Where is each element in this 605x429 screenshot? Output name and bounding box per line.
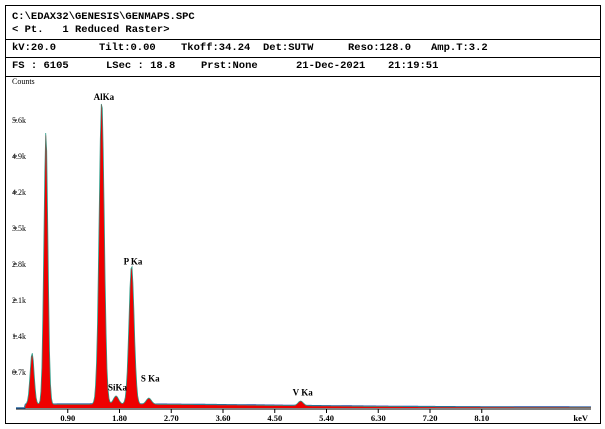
y-axis: Counts 0.7k 1.4k 2.1k 2.8k 3.5k 4.2k 4.9k 5.6k xyxy=(12,77,35,377)
y-axis-label: Counts xyxy=(12,77,35,86)
amp-time-value: Amp.T:3.2 xyxy=(431,42,488,54)
x-tick-label: 4.50 xyxy=(267,413,282,423)
y-tick-label: 1.4k xyxy=(12,332,26,341)
title-bar: C:\EDAX32\GENESIS\GENMAPS.SPC < Pt. 1 Re… xyxy=(6,6,600,40)
x-tick-label: 0.90 xyxy=(60,413,75,423)
peak-labels: AlKa P Ka SiKa S Ka V Ka xyxy=(94,92,314,398)
y-tick-label: 2.8k xyxy=(12,260,26,269)
x-tick-label: 3.60 xyxy=(216,413,231,423)
peak-label: V Ka xyxy=(293,388,314,398)
resolution-value: Reso:128.0 xyxy=(348,42,412,54)
preset-value: Prst:None xyxy=(201,60,258,72)
spectrum-chart: Counts 0.7k 1.4k 2.1k 2.8k 3.5k 4.2k 4.9k 5.6k 0… xyxy=(6,76,600,424)
x-tick-label: 7.20 xyxy=(423,413,438,423)
peak-label: S Ka xyxy=(141,373,160,383)
y-tick-label: 2.1k xyxy=(12,296,26,305)
x-tick-label: 8.10 xyxy=(474,413,489,423)
plot-area xyxy=(16,103,591,409)
detector-value: Det:SUTW xyxy=(263,42,314,54)
takeoff-value: Tkoff:34.24 xyxy=(181,42,251,54)
x-tick-label: 5.40 xyxy=(319,413,334,423)
y-tick-label: 3.5k xyxy=(12,224,26,233)
fs-value: FS : 6105 xyxy=(12,60,69,72)
y-tick-label: 5.6k xyxy=(12,116,26,125)
spectrum-panel: C:\EDAX32\GENESIS\GENMAPS.SPC < Pt. 1 Re… xyxy=(5,5,601,424)
x-axis-label: keV xyxy=(573,413,589,423)
kv-value: kV:20.0 xyxy=(12,42,57,54)
spectrum-outline xyxy=(16,103,591,409)
peak-label: AlKa xyxy=(94,92,115,102)
acquisition-params-row-2: FS : 6105 LSec : 18.8 Prst:None 21-Dec-2… xyxy=(6,57,600,77)
x-tick-label: 1.80 xyxy=(112,413,127,423)
x-tick-label: 6.30 xyxy=(371,413,386,423)
y-tick-label: 0.7k xyxy=(12,368,26,377)
x-tick-label: 2.70 xyxy=(164,413,179,423)
acquisition-date: 21-Dec-2021 xyxy=(296,60,366,72)
spectrum-fill xyxy=(16,104,591,408)
peak-label: SiKa xyxy=(108,383,128,393)
lsec-value: LSec : 18.8 xyxy=(106,60,176,72)
acquisition-params-row-1: kV:20.0 Tilt:0.00 Tkoff:34.24 Det:SUTW R… xyxy=(6,39,600,58)
x-axis: 0.90 1.80 2.70 3.60 4.50 5.40 6.30 7.20 8.10 keV xyxy=(16,408,591,423)
y-tick-label: 4.2k xyxy=(12,188,26,197)
peak-label: P Ka xyxy=(124,257,143,267)
tilt-value: Tilt:0.00 xyxy=(99,42,156,54)
acquisition-time: 21:19:51 xyxy=(388,60,439,72)
spectrum-subtitle: < Pt. 1 Reduced Raster> xyxy=(12,24,170,36)
y-tick-label: 4.9k xyxy=(12,152,26,161)
file-path: C:\EDAX32\GENESIS\GENMAPS.SPC xyxy=(12,11,195,23)
spectrum-svg: Counts 0.7k 1.4k 2.1k 2.8k 3.5k 4.2k 4.9k 5.6k 0… xyxy=(12,77,591,423)
